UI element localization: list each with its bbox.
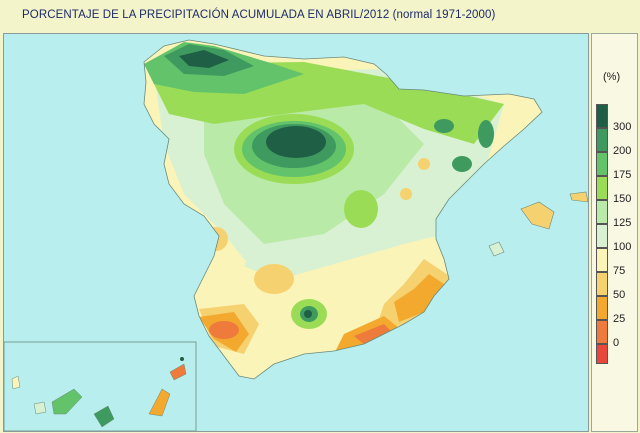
legend-label-50: 50 <box>613 289 626 301</box>
legend-label-150: 150 <box>613 193 632 205</box>
legend-label-200: 200 <box>613 145 632 157</box>
legend-label-175: 175 <box>613 169 632 181</box>
legend-swatch-300 <box>596 104 608 128</box>
legend-swatch-175 <box>596 152 608 176</box>
legend-label-300: 300 <box>613 121 632 133</box>
legend-label-0: 0 <box>613 337 620 349</box>
balearic-islands <box>488 191 588 257</box>
legend-unit: (%) <box>603 71 621 83</box>
peninsula-coastline <box>143 39 543 380</box>
legend-label-100: 100 <box>613 241 632 253</box>
legend-swatch-0 <box>596 320 608 344</box>
legend-label-125: 125 <box>613 217 632 229</box>
legend-swatch-100 <box>596 224 608 248</box>
legend-swatch-200 <box>596 128 608 152</box>
map-title: PORCENTAJE DE LA PRECIPITACIÓN ACUMULADA… <box>22 9 496 21</box>
canary-islands <box>11 357 187 428</box>
peninsula-zones <box>144 40 542 379</box>
legend-swatch-150 <box>596 176 608 200</box>
precipitation-legend: (%) 300 200 175 150 125 100 75 50 25 0 <box>591 33 638 432</box>
legend-swatch-50 <box>596 272 608 296</box>
legend-label-25: 25 <box>613 313 626 325</box>
precipitation-map[interactable] <box>3 33 589 432</box>
legend-swatch-75 <box>596 248 608 272</box>
canarias-inset-border <box>4 341 197 431</box>
legend-swatch-bottom <box>596 344 608 364</box>
legend-swatch-125 <box>596 200 608 224</box>
map-canvas <box>4 39 588 431</box>
legend-label-75: 75 <box>613 265 626 277</box>
legend-swatch-25 <box>596 296 608 320</box>
